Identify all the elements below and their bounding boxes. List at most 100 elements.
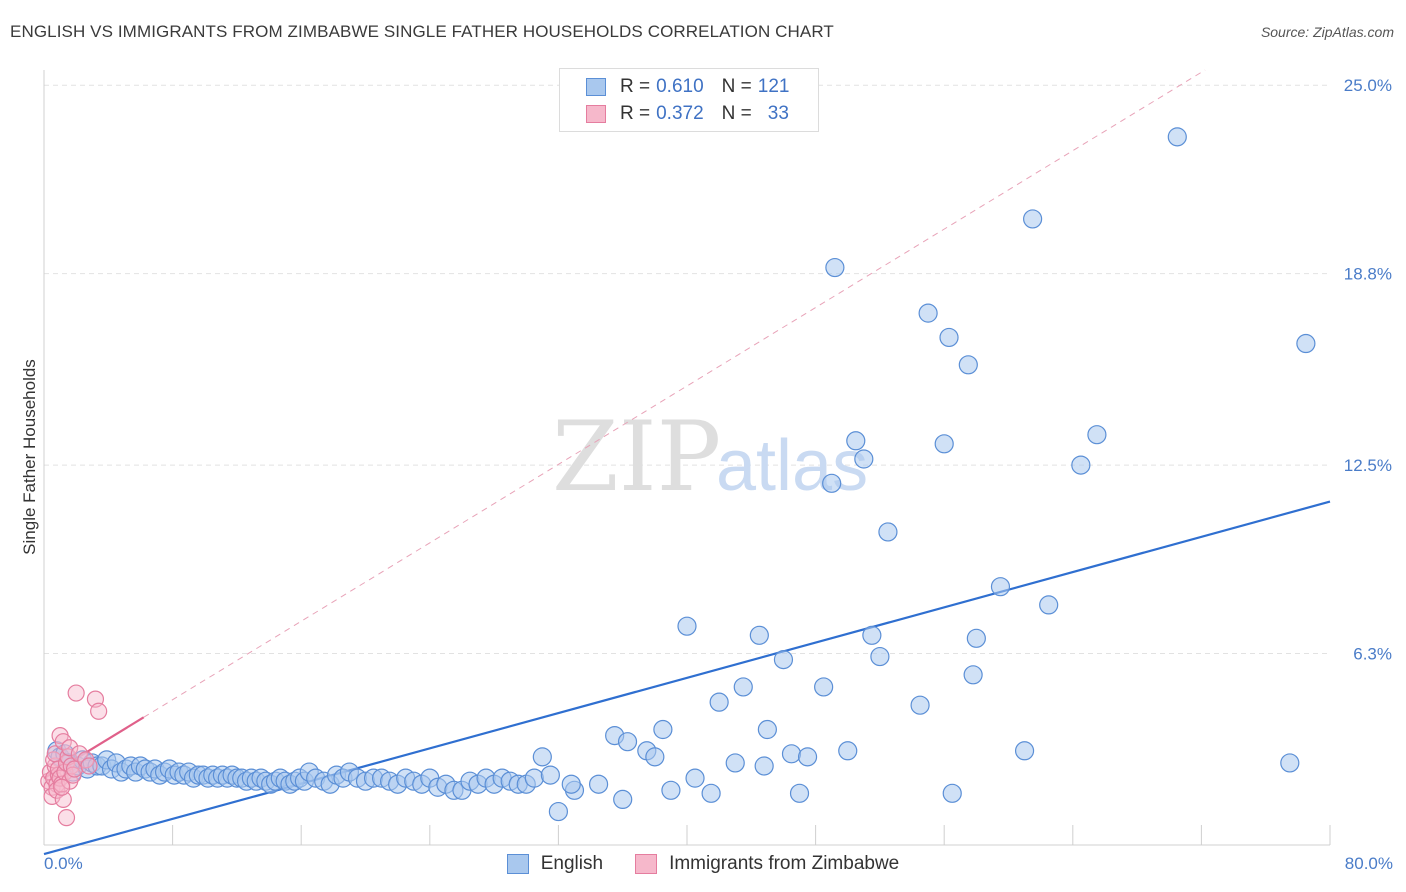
english-point: [918, 303, 938, 323]
source-label: Source: ZipAtlas.com: [1260, 24, 1394, 40]
english-points: [47, 127, 1316, 822]
english-point: [540, 765, 560, 785]
english-point: [653, 719, 673, 740]
zimbabwe-point: [61, 739, 79, 757]
english-point: [645, 747, 665, 767]
zimbabwe-point: [53, 778, 71, 796]
english-point: [588, 774, 609, 794]
y-tick-label: 18.8%: [1344, 265, 1392, 284]
english-point: [548, 801, 569, 822]
zimbabwe-point: [67, 684, 85, 702]
tick-labels: 6.3% 12.5% 18.8% 25.0% 0.0% 80.0%: [44, 76, 1393, 873]
english-point: [757, 719, 777, 740]
english-point: [725, 753, 745, 773]
english-point: [822, 473, 842, 493]
english-point: [677, 616, 697, 636]
legend-english-swatch: [506, 854, 529, 874]
english-point: [1087, 425, 1107, 445]
english-point: [966, 628, 986, 648]
stats-legend: R = 0.610 N = 121 R = 0.372 N = 33: [559, 68, 819, 132]
zimbabwe-point: [70, 745, 88, 763]
english-n-label: N =: [721, 76, 752, 97]
zimbabwe-trend-extension: [143, 69, 1206, 718]
english-point: [532, 747, 552, 767]
english-trend-line: [43, 500, 1331, 856]
zimbabwe-r-value: 0.372: [656, 103, 704, 124]
english-point: [617, 732, 638, 752]
english-swatch: [586, 78, 606, 96]
grid: [44, 84, 1330, 655]
watermark: ZIP atlas: [552, 401, 868, 513]
english-point: [709, 692, 729, 712]
zimbabwe-point: [65, 760, 84, 778]
english-point: [749, 625, 769, 645]
english-point: [934, 434, 954, 454]
x-tick-label-end: 80.0%: [1345, 854, 1393, 873]
english-point: [878, 522, 898, 542]
english-point: [910, 695, 930, 715]
watermark-zip: ZIP: [552, 401, 721, 513]
english-point: [781, 744, 802, 764]
watermark-atlas: atlas: [716, 426, 868, 506]
english-point: [1167, 127, 1187, 147]
zimbabwe-point: [57, 809, 76, 827]
zimbabwe-swatch: [586, 105, 606, 123]
english-point: [870, 646, 890, 667]
english-r-label: R =: [620, 76, 651, 97]
english-point: [939, 327, 959, 348]
english-point: [524, 768, 544, 788]
y-tick-label: 12.5%: [1344, 456, 1392, 475]
english-point: [958, 355, 978, 375]
english-point: [661, 780, 681, 800]
english-point: [1039, 595, 1059, 615]
y-tick-label: 25.0%: [1344, 76, 1392, 95]
y-axis-label: Single Father Households: [20, 359, 39, 555]
english-point: [789, 783, 810, 803]
english-point: [1280, 753, 1300, 773]
legend-zimbabwe-label: Immigrants from Zimbabwe: [669, 853, 900, 874]
english-point: [1023, 209, 1043, 229]
english-point: [1014, 741, 1035, 761]
legend-row-english: R = 0.610 N = 121: [586, 74, 789, 100]
english-point: [854, 449, 874, 469]
english-point: [825, 257, 845, 278]
english-point: [613, 789, 633, 810]
axes: [43, 70, 1331, 846]
english-point: [797, 747, 818, 767]
english-r-value: 0.610: [656, 76, 704, 97]
english-point: [685, 768, 705, 788]
english-point: [990, 577, 1011, 597]
legend-english-label: English: [540, 853, 604, 874]
zimbabwe-point: [45, 751, 63, 769]
x-tick-label-start: 0.0%: [44, 854, 83, 873]
english-point: [814, 677, 834, 697]
legend-zimbabwe-swatch: [635, 854, 658, 874]
english-point: [754, 756, 774, 776]
chart-title: ENGLISH VS IMMIGRANTS FROM ZIMBABWE SING…: [10, 22, 834, 41]
english-point: [733, 677, 753, 697]
english-point: [846, 431, 866, 451]
zimbabwe-point: [80, 757, 98, 775]
english-point: [963, 665, 983, 685]
legend-row-zimbabwe: R = 0.372 N = 33: [586, 101, 789, 127]
english-point: [942, 783, 962, 803]
english-point: [838, 741, 858, 761]
english-point: [1296, 333, 1316, 354]
english-point: [701, 783, 721, 803]
english-point: [1071, 455, 1091, 475]
english-point: [773, 650, 794, 670]
english-n-value: 121: [757, 76, 790, 97]
zimbabwe-point: [64, 766, 82, 784]
legend-item-zimbabwe[interactable]: Immigrants from Zimbabwe: [635, 853, 899, 875]
english-point: [862, 625, 882, 645]
english-point: [561, 774, 581, 794]
legend-item-english[interactable]: English: [506, 853, 604, 875]
zimbabwe-point: [90, 702, 108, 720]
zimbabwe-n-label: N =: [721, 103, 752, 124]
series-legend: English Immigrants from Zimbabwe: [0, 850, 1406, 878]
zimbabwe-n-value: 33: [767, 103, 789, 124]
zimbabwe-point: [54, 733, 72, 751]
zimbabwe-points: [40, 684, 108, 827]
y-tick-label: 6.3%: [1353, 645, 1392, 664]
